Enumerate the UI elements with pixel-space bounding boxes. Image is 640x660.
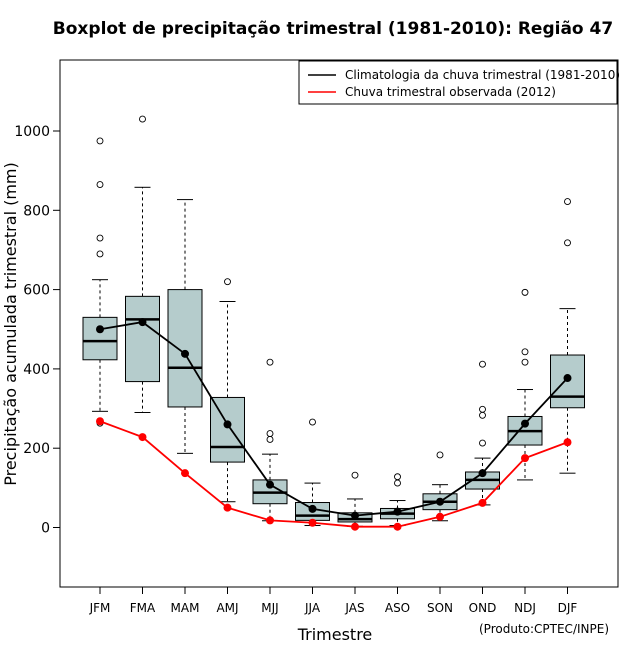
series-line xyxy=(99,420,568,528)
box-iqr xyxy=(125,295,160,383)
box-iqr xyxy=(210,396,245,463)
outlier-point xyxy=(139,115,146,123)
boxplot-son xyxy=(422,451,458,522)
legend-label-observed: Chuva trimestral observada (2012) xyxy=(345,85,556,99)
x-tick-label: JAS xyxy=(344,601,364,615)
outlier-point xyxy=(521,288,529,296)
series-point xyxy=(521,419,529,428)
y-axis-label: Precipitação acumulada trimestral (mm) xyxy=(1,162,20,486)
x-tick-label: NDJ xyxy=(514,601,536,615)
series-point xyxy=(266,480,274,489)
boxplot-jfm xyxy=(82,137,118,427)
y-tick-label: 0 xyxy=(41,521,50,537)
series-point xyxy=(436,512,444,521)
y-tick-label: 1000 xyxy=(14,124,50,140)
boxplot-aso xyxy=(380,473,415,527)
chart-title: Boxplot de precipitação trimestral (1981… xyxy=(53,19,613,39)
series-point xyxy=(393,507,402,516)
y-tick-label: 400 xyxy=(23,362,50,378)
box-iqr xyxy=(82,316,118,361)
series-point xyxy=(308,518,317,527)
boxplot-mjj xyxy=(252,358,288,522)
outlier-point xyxy=(96,137,104,145)
outlier-point xyxy=(266,436,274,443)
series-lines xyxy=(96,318,572,531)
y-tick-label: 600 xyxy=(23,283,50,299)
x-tick-label: MAM xyxy=(171,601,200,615)
series-point xyxy=(223,503,232,512)
x-tick-label: SON xyxy=(427,601,453,615)
series-point xyxy=(266,516,274,525)
legend-box xyxy=(298,60,618,105)
series-point xyxy=(223,420,232,429)
legend-label-climatology: Climatologia da chuva trimestral (1981-2… xyxy=(345,68,620,82)
x-axis-label: Trimestre xyxy=(297,625,373,644)
outlier-point xyxy=(479,360,486,368)
series-point xyxy=(436,497,444,506)
outlier-point xyxy=(479,439,486,447)
y-tick-label: 800 xyxy=(23,203,50,219)
outlier-point xyxy=(266,358,274,366)
outlier-point xyxy=(224,278,231,286)
outlier-point xyxy=(521,348,529,356)
boxplot-amj xyxy=(210,278,245,503)
outlier-point xyxy=(96,181,104,188)
series-observed-2012 xyxy=(96,417,572,531)
x-axis: JFM FMA MAM AMJ MJJ JJA JAS ASO SON OND NDJ DJF xyxy=(89,586,578,615)
series-point xyxy=(478,469,487,478)
series-climatology xyxy=(96,318,572,520)
credit-text: (Produto:CPTEC/INPE) xyxy=(479,622,609,636)
boxplot-fma xyxy=(125,115,160,414)
boxplot-djf xyxy=(550,198,585,474)
series-point xyxy=(96,417,104,426)
outlier-point xyxy=(309,418,316,426)
boxplot-ndj xyxy=(507,288,543,481)
series-point xyxy=(96,325,104,334)
x-tick-label: OND xyxy=(469,601,497,615)
x-tick-label: FMA xyxy=(130,601,156,615)
series-point xyxy=(351,522,359,531)
outlier-point xyxy=(96,250,104,258)
series-point xyxy=(181,469,189,478)
outlier-point xyxy=(564,198,571,206)
outlier-point xyxy=(394,473,401,481)
series-point xyxy=(563,438,572,447)
outlier-point xyxy=(479,411,486,419)
series-point xyxy=(521,454,529,463)
y-axis: 0 200 400 600 800 1000 xyxy=(14,124,61,537)
y-tick-label: 200 xyxy=(23,441,50,457)
boxplot-ond xyxy=(465,360,500,506)
outlier-point xyxy=(436,451,444,459)
outlier-point xyxy=(521,358,529,366)
outlier-point xyxy=(96,234,104,242)
series-point xyxy=(138,433,147,442)
series-point xyxy=(478,498,487,507)
x-tick-label: MJJ xyxy=(261,601,278,615)
x-tick-label: JJA xyxy=(304,601,321,615)
series-point xyxy=(393,522,402,531)
box-iqr xyxy=(167,289,203,408)
outlier-point xyxy=(564,239,571,247)
series-point xyxy=(563,374,572,383)
boxplots xyxy=(82,115,585,527)
outlier-point xyxy=(351,471,359,479)
series-point xyxy=(181,349,189,358)
boxplot-mam xyxy=(167,199,203,454)
x-tick-label: AMJ xyxy=(216,601,238,615)
x-tick-label: DJF xyxy=(558,601,578,615)
outlier-point xyxy=(266,430,274,437)
series-point xyxy=(138,318,147,327)
legend: Climatologia da chuva trimestral (1981-2… xyxy=(298,60,620,105)
x-tick-label: ASO xyxy=(385,601,410,615)
outlier-point xyxy=(479,405,486,413)
outlier-point xyxy=(394,479,401,487)
x-tick-label: JFM xyxy=(89,601,111,615)
series-line xyxy=(99,321,569,517)
series-point xyxy=(308,504,317,513)
series-point xyxy=(351,511,359,520)
